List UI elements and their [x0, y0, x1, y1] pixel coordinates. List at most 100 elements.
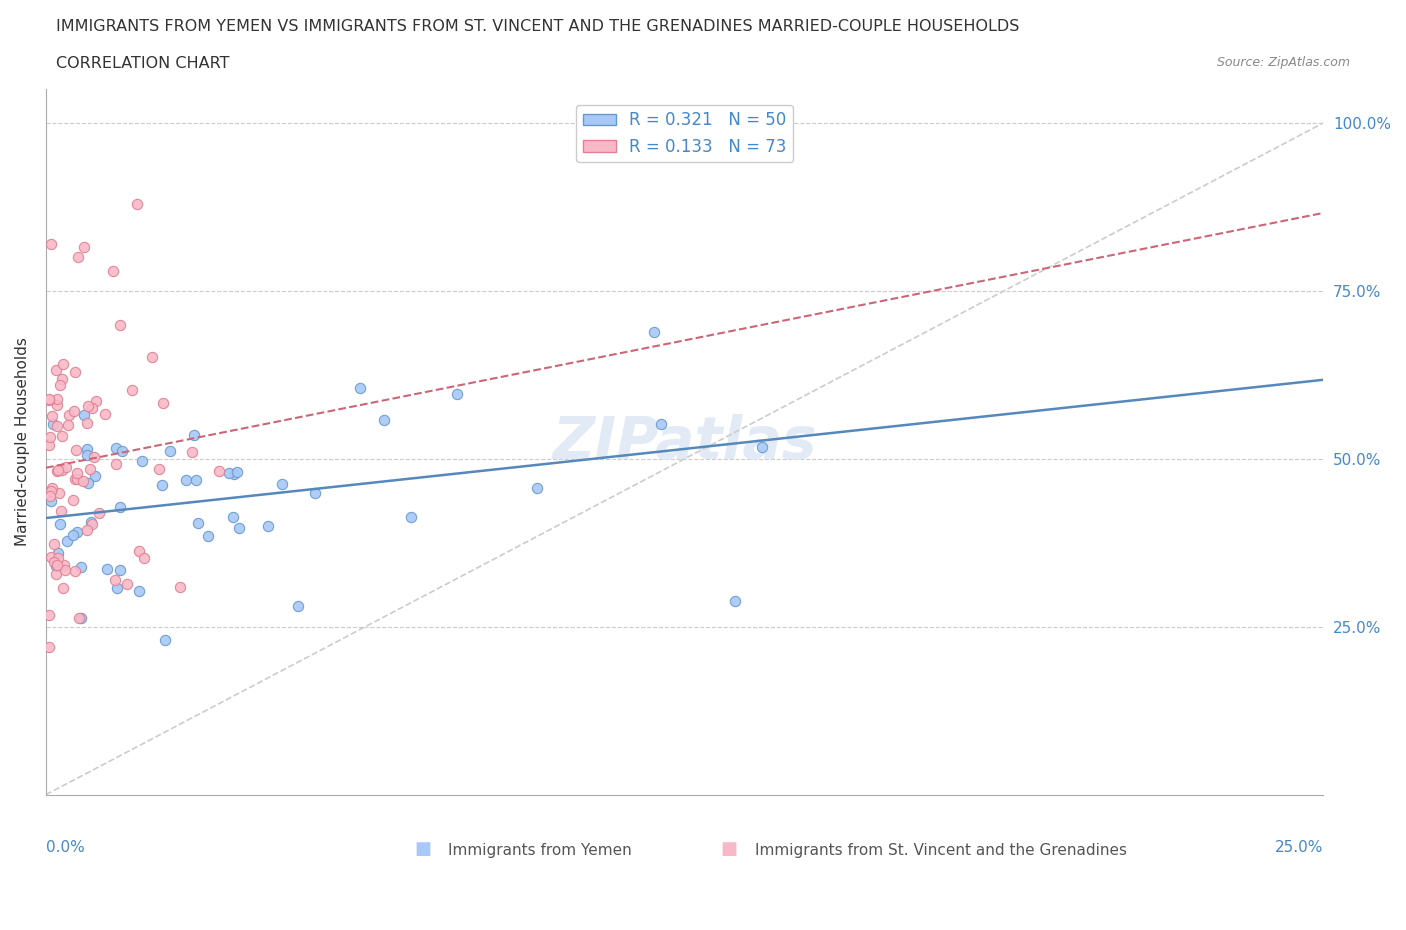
Point — [153, 633, 176, 648]
Point — [526, 481, 548, 496]
Point — [45, 363, 67, 378]
Point — [76, 416, 98, 431]
Point — [77, 398, 100, 413]
Point — [93, 406, 115, 421]
Point — [121, 383, 143, 398]
Point — [66, 525, 89, 539]
Text: ■: ■ — [415, 841, 432, 858]
Point — [48, 517, 70, 532]
Point — [270, 476, 292, 491]
Point — [150, 478, 173, 493]
Point — [80, 514, 103, 529]
Point — [39, 488, 62, 503]
Point — [46, 418, 69, 433]
Point — [218, 466, 240, 481]
Point — [110, 500, 132, 515]
Point — [222, 467, 245, 482]
Point — [104, 573, 127, 588]
Point — [53, 563, 76, 578]
Point — [38, 392, 60, 407]
Point — [66, 465, 89, 480]
Point — [111, 444, 134, 458]
Point — [159, 444, 181, 458]
Point — [41, 481, 63, 496]
Point — [84, 393, 107, 408]
Point — [45, 464, 67, 479]
Point — [66, 250, 89, 265]
Point — [56, 417, 79, 432]
Point — [83, 469, 105, 484]
Point — [55, 459, 77, 474]
Point — [65, 443, 87, 458]
Point — [46, 551, 69, 565]
Point — [46, 398, 69, 413]
Point — [39, 236, 62, 251]
Point — [38, 438, 60, 453]
Point — [76, 476, 98, 491]
Text: ■: ■ — [721, 841, 738, 858]
Point — [76, 448, 98, 463]
Point — [51, 462, 73, 477]
Point — [650, 417, 672, 432]
Point — [349, 380, 371, 395]
Text: IMMIGRANTS FROM YEMEN VS IMMIGRANTS FROM ST. VINCENT AND THE GRENADINES MARRIED-: IMMIGRANTS FROM YEMEN VS IMMIGRANTS FROM… — [56, 19, 1019, 33]
Point — [82, 401, 104, 416]
Y-axis label: Married-couple Households: Married-couple Households — [15, 338, 30, 547]
Point — [44, 554, 66, 569]
Point — [52, 357, 75, 372]
Point — [446, 387, 468, 402]
Point — [38, 607, 60, 622]
Point — [128, 543, 150, 558]
Point — [46, 392, 69, 407]
Point — [108, 562, 131, 577]
Point — [226, 465, 249, 480]
Point — [45, 558, 67, 573]
Point — [51, 429, 73, 444]
Point — [56, 534, 79, 549]
Point — [96, 562, 118, 577]
Text: ZIPatlas: ZIPatlas — [553, 414, 817, 471]
Point — [257, 518, 280, 533]
Point — [45, 566, 67, 581]
Point — [103, 263, 125, 278]
Point — [115, 577, 138, 591]
Text: 0.0%: 0.0% — [46, 841, 84, 856]
Point — [80, 516, 103, 531]
Point — [184, 472, 207, 487]
Point — [62, 492, 84, 507]
Point — [69, 611, 91, 626]
Point — [141, 349, 163, 364]
Point — [39, 494, 62, 509]
Point — [228, 521, 250, 536]
Point — [148, 462, 170, 477]
Point — [48, 378, 70, 392]
Legend: R = 0.321   N = 50, R = 0.133   N = 73: R = 0.321 N = 50, R = 0.133 N = 73 — [576, 105, 793, 163]
Point — [66, 472, 89, 486]
Point — [42, 416, 65, 431]
Point — [221, 510, 243, 525]
Point — [72, 474, 94, 489]
Point — [65, 564, 87, 578]
Point — [132, 551, 155, 565]
Point — [169, 579, 191, 594]
Point — [49, 503, 72, 518]
Point — [62, 527, 84, 542]
Point — [46, 463, 69, 478]
Point — [399, 510, 422, 525]
Text: Immigrants from St. Vincent and the Grenadines: Immigrants from St. Vincent and the Gren… — [755, 843, 1126, 857]
Text: 25.0%: 25.0% — [1275, 841, 1323, 856]
Text: CORRELATION CHART: CORRELATION CHART — [56, 56, 229, 71]
Point — [69, 560, 91, 575]
Point — [42, 537, 65, 551]
Point — [643, 325, 665, 339]
Point — [46, 558, 69, 573]
Point — [83, 450, 105, 465]
Point — [58, 407, 80, 422]
Point — [287, 599, 309, 614]
Point — [373, 413, 395, 428]
Point — [39, 484, 62, 498]
Point — [105, 580, 128, 595]
Point — [208, 463, 231, 478]
Point — [67, 610, 90, 625]
Point — [51, 372, 73, 387]
